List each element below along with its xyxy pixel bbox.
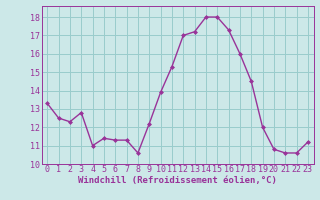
X-axis label: Windchill (Refroidissement éolien,°C): Windchill (Refroidissement éolien,°C) <box>78 176 277 185</box>
